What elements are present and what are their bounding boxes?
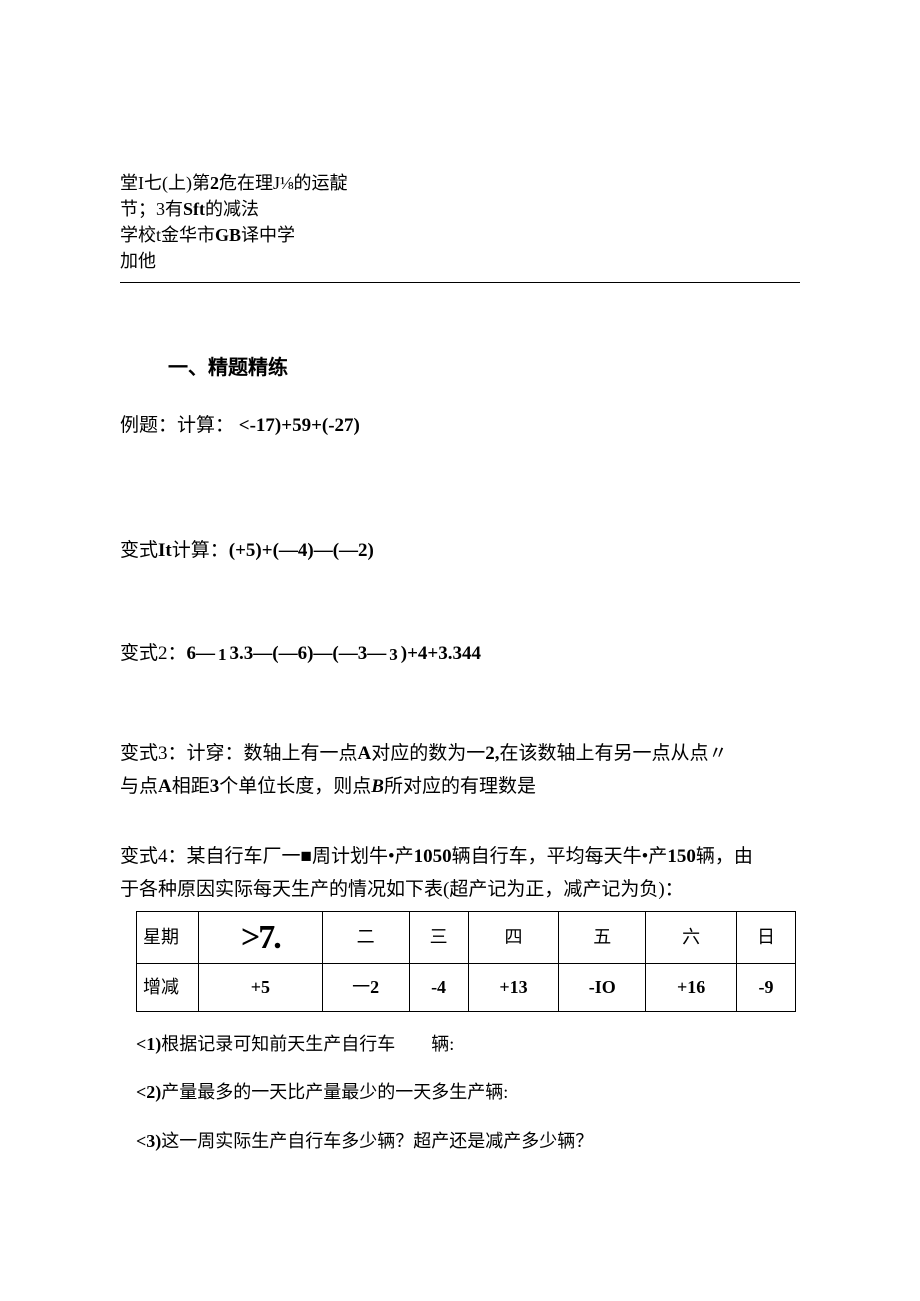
row1-c4: 五 [559,911,646,963]
q2-text: 产量最多的一天比产量最少的一天多生产辆: [161,1082,508,1102]
var3-num2: 2, [485,743,499,764]
row2-c4: -IO [559,963,646,1011]
hl2-pre: 节；3有 [120,199,183,219]
var2-frac1: 1 [216,646,229,663]
hl1-post: 危在理J⅛的运靛 [219,173,348,193]
var3-t2c: 个单位长度，则点 [219,776,371,797]
q2-lead: <2) [136,1082,161,1102]
var2-row: 变式2： 6— 1 3.3—(—6)—(—3— 3 )+4+3.344 [120,640,800,669]
var3-t1b: 对应的数为一 [371,743,485,764]
header-divider [120,282,800,283]
var3-label: 变式3： [120,743,187,764]
var2-frac2-num: 3 [387,646,400,663]
var2-label: 变式2： [120,640,187,669]
row2-c0: +5 [199,963,323,1011]
q1-gap [395,1034,431,1054]
var4-line1: 变式4：某自行车厂一■周计划牛•产1050辆自行车，平均每天牛•产150辆，由 [120,842,800,871]
var1-label-b: It [158,540,172,561]
q1-a: 根据记录可知前天生产自行车 [161,1034,395,1054]
row1-c1: 二 [322,911,409,963]
row2-c6: -9 [737,963,796,1011]
hl1-pre: 堂I七(上)第 [120,173,210,193]
question-1: <1)根据记录可知前天生产自行车 辆: [136,1030,800,1059]
var1-label-a: 变式 [120,540,158,561]
var1-row: 变式It计算：(+5)+(—4)—(—2) [120,536,800,565]
q1-b: 辆: [431,1034,454,1054]
question-3: <3)这一周实际生产自行车多少辆？超产还是减产多少辆？ [136,1127,800,1156]
example-label: 例题：计算： [120,415,234,436]
header-line-3: 学校t金华市GB译中学 [120,222,800,248]
hl3-bold: GB [215,225,241,245]
var4-1050: 1050 [414,846,452,867]
hl3-post: 译中学 [241,225,295,245]
var3-num3: 3 [210,776,220,797]
hl2-post: 的减法 [205,199,259,219]
var4-label: 变式4： [120,846,187,867]
production-table: 星期 >7. 二 三 四 五 六 日 增减 +5 一2 -4 +13 -IO +… [136,911,796,1012]
header-line-4: 加他 [120,248,800,274]
example-row: 例题：计算： <-17)+59+(-27) [120,411,800,440]
row1-c6: 日 [737,911,796,963]
row2-c5: +16 [646,963,737,1011]
var3-A2: A [158,776,172,797]
header-block: 堂I七(上)第2危在理J⅛的运靛 节；3有Sft的减法 学校t金华市GB译中学 … [120,170,800,274]
row2-label: 增减 [137,963,199,1011]
var4-150: 150 [667,846,696,867]
table-row-values: 增减 +5 一2 -4 +13 -IO +16 -9 [137,963,796,1011]
var1-expr: (+5)+(—4)—(—2) [229,540,374,561]
var3-B: B [371,776,384,797]
var4-t1b: 辆自行车，平均每天牛•产 [452,846,668,867]
var1-mid: 计算： [172,540,229,561]
table-row-header: 星期 >7. 二 三 四 五 六 日 [137,911,796,963]
q1-lead: <1) [136,1034,161,1054]
row1-c5: 六 [646,911,737,963]
section-title: 一、精题精练 [168,353,800,383]
production-table-wrap: 星期 >7. 二 三 四 五 六 日 增减 +5 一2 -4 +13 -IO +… [136,911,800,1012]
var3-line2: 与点A相距3个单位长度，则点B所对应的有理数是 [120,772,800,801]
var3-t2a: 与点 [120,776,158,797]
hl3-pre: 学校t金华市 [120,225,215,245]
var4-t1a: 某自行车厂一■周计划牛•产 [187,846,414,867]
var3-line1: 变式3：计穿：数轴上有一点A对应的数为一2,在该数轴上有另一点从点〃 [120,739,800,768]
var3-t1c: 在该数轴上有另一点从点〃 [500,743,728,764]
question-2: <2)产量最多的一天比产量最少的一天多生产辆: [136,1078,800,1107]
header-line-2: 节；3有Sft的减法 [120,196,800,222]
row1-label: 星期 [137,911,199,963]
var2-frac1-num: 1 [216,646,229,663]
hl1-bold: 2 [210,173,219,193]
row2-c1: 一2 [322,963,409,1011]
row2-c2: -4 [409,963,468,1011]
row1-c2: 三 [409,911,468,963]
var3-t2b: 相距 [172,776,210,797]
row1-c0: >7. [199,911,323,963]
var3-t1a: 计穿：数轴上有一点 [187,743,358,764]
header-line-1: 堂I七(上)第2危在理J⅛的运靛 [120,170,800,196]
q3-text: 这一周实际生产自行车多少辆？超产还是减产多少辆？ [161,1131,593,1151]
var2-frac2: 3 [387,646,400,663]
var3-A1: A [358,743,372,764]
row1-c3: 四 [468,911,559,963]
var2-seg-b: 3.3—(—6)—(—3— [230,640,387,669]
var3-t2d: 所对应的有理数是 [384,776,536,797]
example-expr: <-17)+59+(-27) [239,415,360,436]
q3-lead: <3) [136,1131,161,1151]
var4-line2: 于各种原因实际每天生产的情况如下表(超产记为正，减产记为负)： [120,875,800,904]
var2-seg-c: )+4+3.344 [401,640,481,669]
hl2-bold: Sft [183,199,205,219]
var4-t1c: 辆，由 [696,846,753,867]
var2-seg-a: 6— [187,640,216,669]
row2-c3: +13 [468,963,559,1011]
